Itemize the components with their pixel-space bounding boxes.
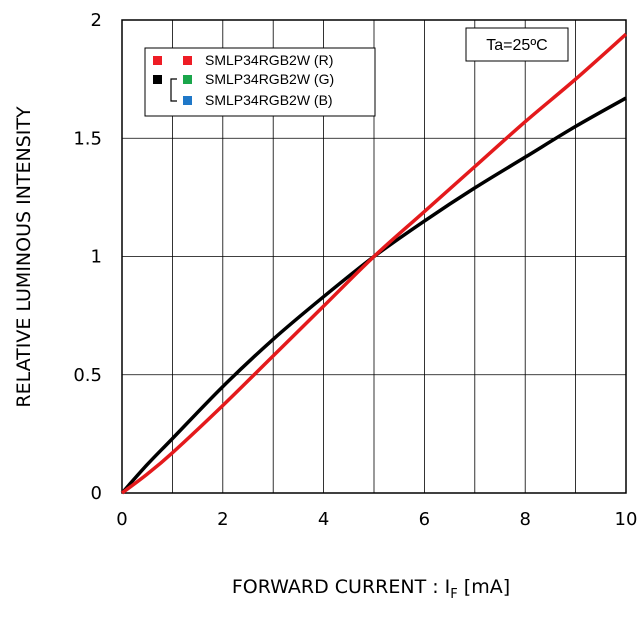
x-axis-label: FORWARD CURRENT : IF [mA] (232, 576, 510, 602)
series-line-r (120, 32, 628, 495)
legend-b-color-marker (183, 96, 192, 105)
x-axis-label-main: FORWARD CURRENT : I (232, 576, 450, 598)
series-lines (120, 32, 628, 495)
legend-g-color-marker (183, 75, 192, 84)
x-axis-label-sub: F (450, 587, 457, 602)
plot-frame (121, 19, 627, 494)
y-tick-labels: 0 0.5 1 1.5 2 (73, 10, 102, 504)
legend: SMLP34RGB2W (R) SMLP34RGB2W (G) SMLP34RG… (144, 47, 376, 117)
legend-r-line-marker (153, 56, 162, 65)
y-tick-label: 1 (91, 247, 102, 268)
y-tick-label: 0.5 (73, 365, 102, 386)
temperature-annotation: Ta=25ºC (465, 27, 569, 62)
x-tick-label: 6 (419, 509, 430, 530)
annotation-text: Ta=25ºC (486, 37, 547, 54)
x-tick-labels: 0 2 4 6 8 10 (116, 509, 637, 530)
x-tick-label: 4 (318, 509, 329, 530)
legend-label-r: SMLP34RGB2W (R) (205, 52, 333, 68)
y-tick-label: 1.5 (73, 128, 102, 149)
annotation-box (465, 27, 569, 62)
legend-gb-line-marker (153, 75, 162, 84)
series-line-g-b (120, 96, 627, 495)
x-axis-label-unit: [mA] (458, 576, 510, 598)
x-tick-label: 10 (615, 509, 638, 530)
x-tick-label: 8 (519, 509, 530, 530)
legend-label-b: SMLP34RGB2W (B) (205, 92, 333, 108)
y-axis-label: RELATIVE LUMINOUS INTENSITY (13, 106, 35, 408)
x-tick-label: 0 (116, 509, 127, 530)
legend-bracket (170, 78, 177, 102)
legend-label-g: SMLP34RGB2W (G) (205, 71, 334, 87)
legend-r-color-marker (183, 56, 192, 65)
x-tick-label: 2 (217, 509, 228, 530)
y-tick-label: 2 (91, 10, 102, 31)
y-tick-label: 0 (91, 483, 102, 504)
